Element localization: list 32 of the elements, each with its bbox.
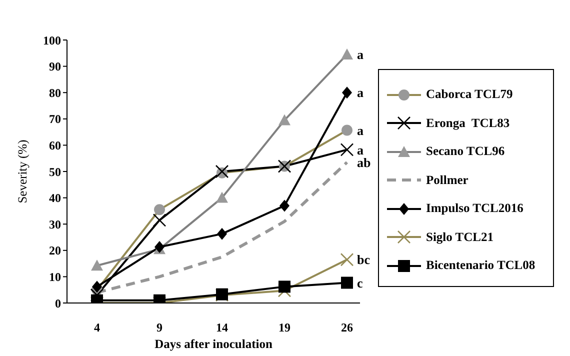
annotation: a — [357, 85, 364, 100]
y-tick-label: 90 — [49, 60, 61, 74]
annotation: ab — [357, 154, 371, 170]
x-tick-label: 26 — [341, 320, 353, 335]
legend-label: Secano TCL96 — [426, 144, 505, 159]
annotation: a — [357, 122, 364, 138]
y-tick-label: 0 — [55, 296, 61, 310]
legend-label: Impulso TCL2016 — [426, 201, 524, 216]
annotation: a — [357, 142, 364, 158]
x-tick-label: 9 — [156, 320, 162, 335]
annotation: a — [357, 47, 364, 62]
annotation: bc — [357, 252, 370, 268]
y-tick-label: 10 — [49, 270, 61, 284]
x-tick-label: 14 — [216, 320, 228, 335]
x-tick-label: 4 — [94, 320, 100, 335]
x-axis-title: Days after inoculation — [154, 337, 272, 351]
legend-label: Bicentenario TCL08 — [426, 258, 536, 273]
y-tick-label: 50 — [49, 164, 61, 179]
y-tick-label: 100 — [43, 33, 61, 48]
y-tick-label: 30 — [49, 217, 61, 232]
legend-label: Caborca TCL79 — [426, 87, 513, 102]
legend-label: Eronga TCL83 — [426, 116, 510, 130]
x-tick-label: 19 — [278, 320, 290, 335]
annotation: c — [357, 275, 363, 290]
y-tick-label: 20 — [49, 244, 61, 258]
y-tick-label: 80 — [49, 86, 61, 100]
legend-label: Siglo TCL21 — [426, 230, 494, 244]
y-tick-label: 70 — [49, 112, 61, 126]
y-tick-label: 40 — [49, 191, 61, 206]
y-tick-label: 60 — [49, 138, 61, 152]
y-axis-title: Severity (%) — [15, 140, 30, 204]
legend-label: Pollmer — [426, 172, 468, 188]
